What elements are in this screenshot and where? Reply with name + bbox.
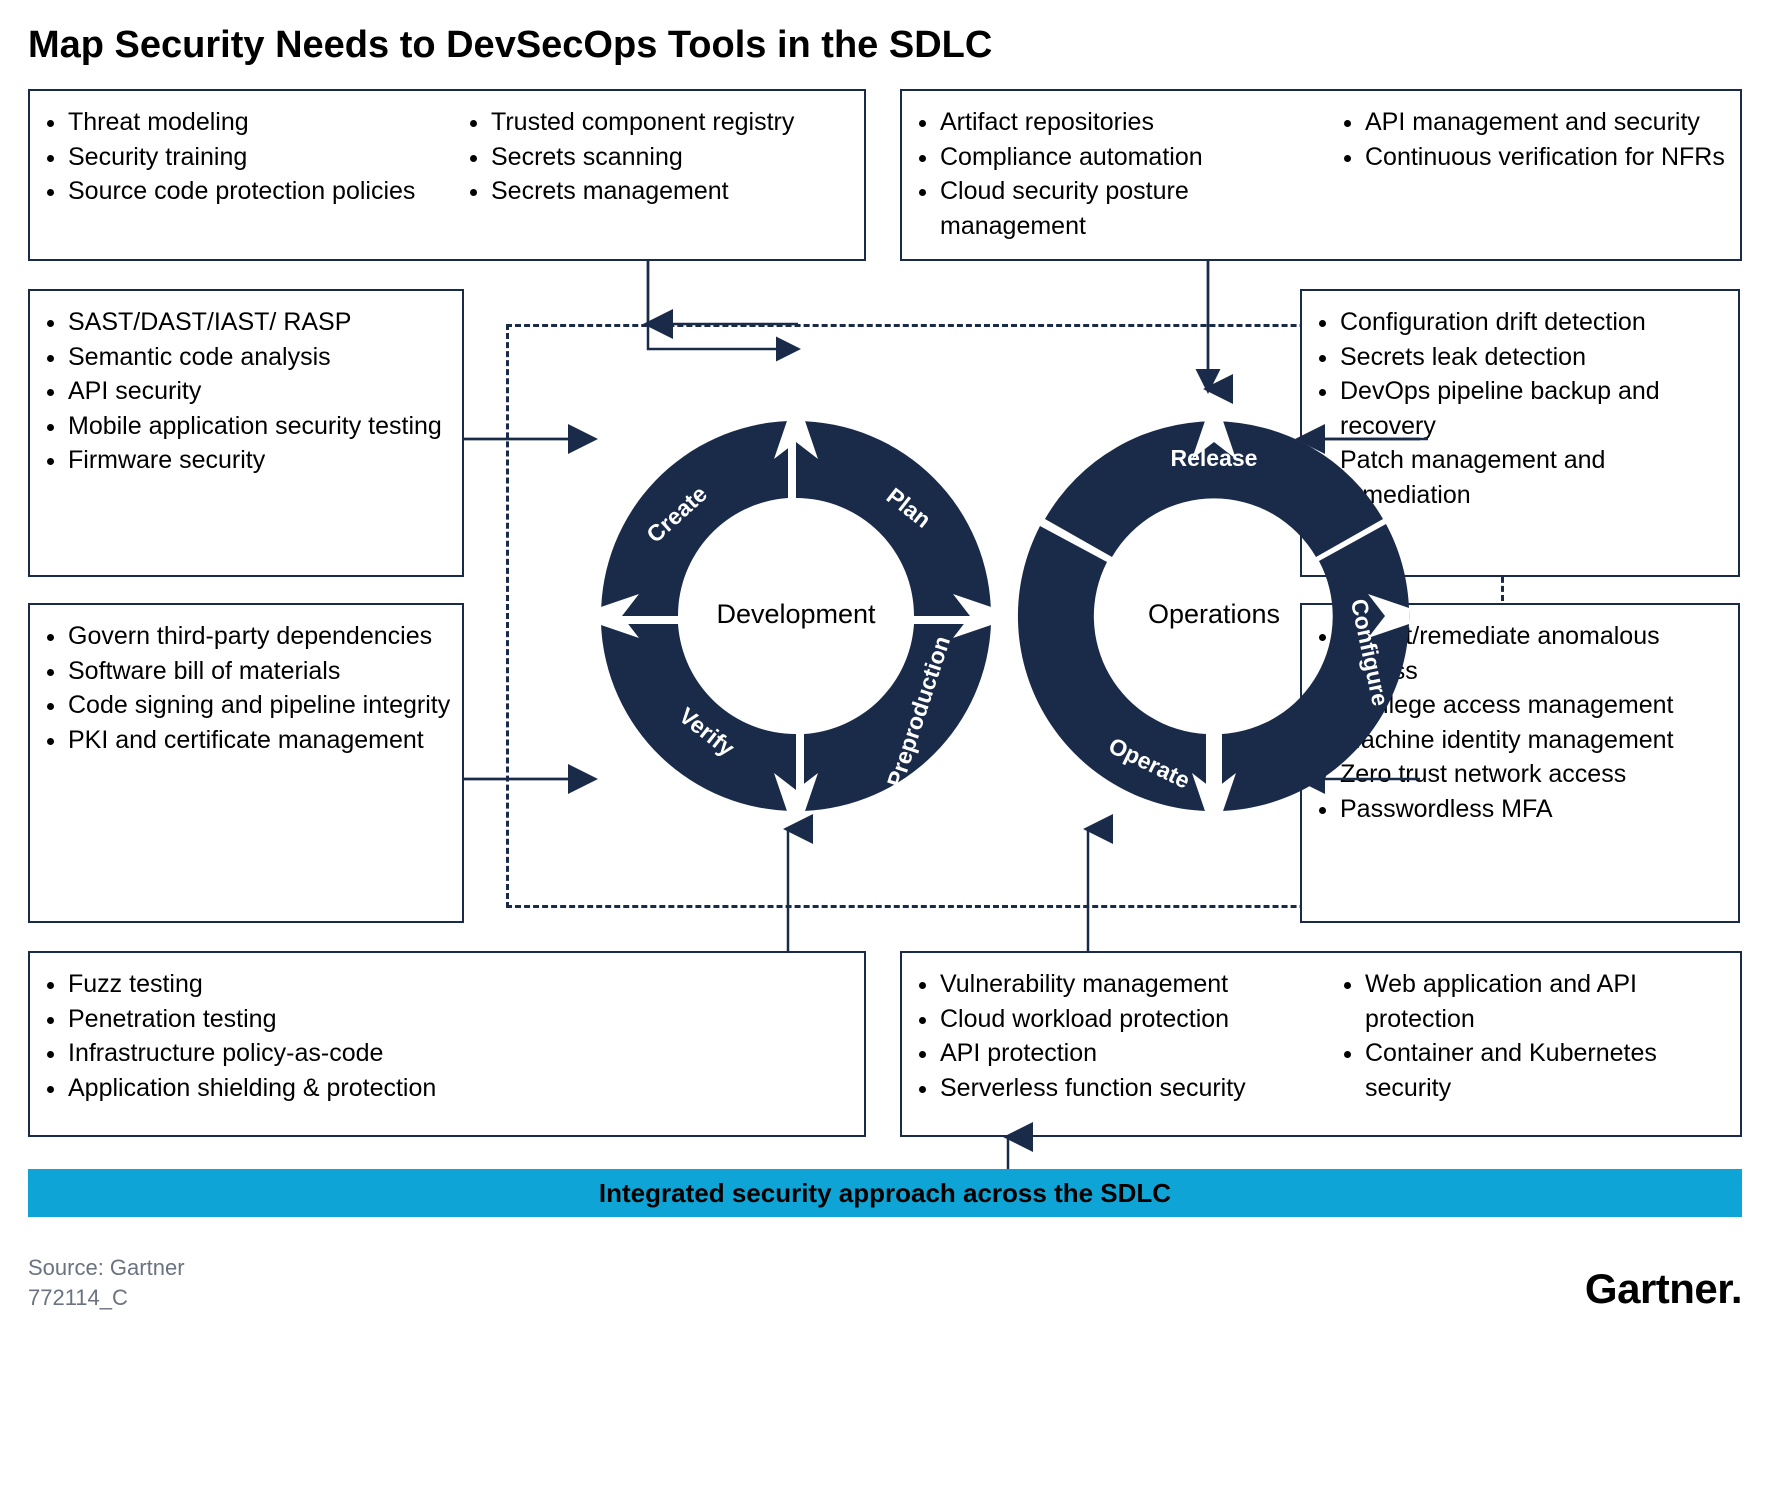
page-title: Map Security Needs to DevSecOps Tools in… — [28, 24, 1742, 67]
source-text: Source: Gartner — [28, 1255, 185, 1281]
connectors-visible-right-bottom — [28, 89, 1742, 1319]
integrated-banner: Integrated security approach across the … — [28, 1169, 1742, 1217]
brand-logo: Gartner. — [1585, 1265, 1742, 1393]
diagram-canvas: Threat modeling Security training Source… — [28, 89, 1742, 1319]
doc-id: 772114_C — [28, 1285, 128, 1311]
